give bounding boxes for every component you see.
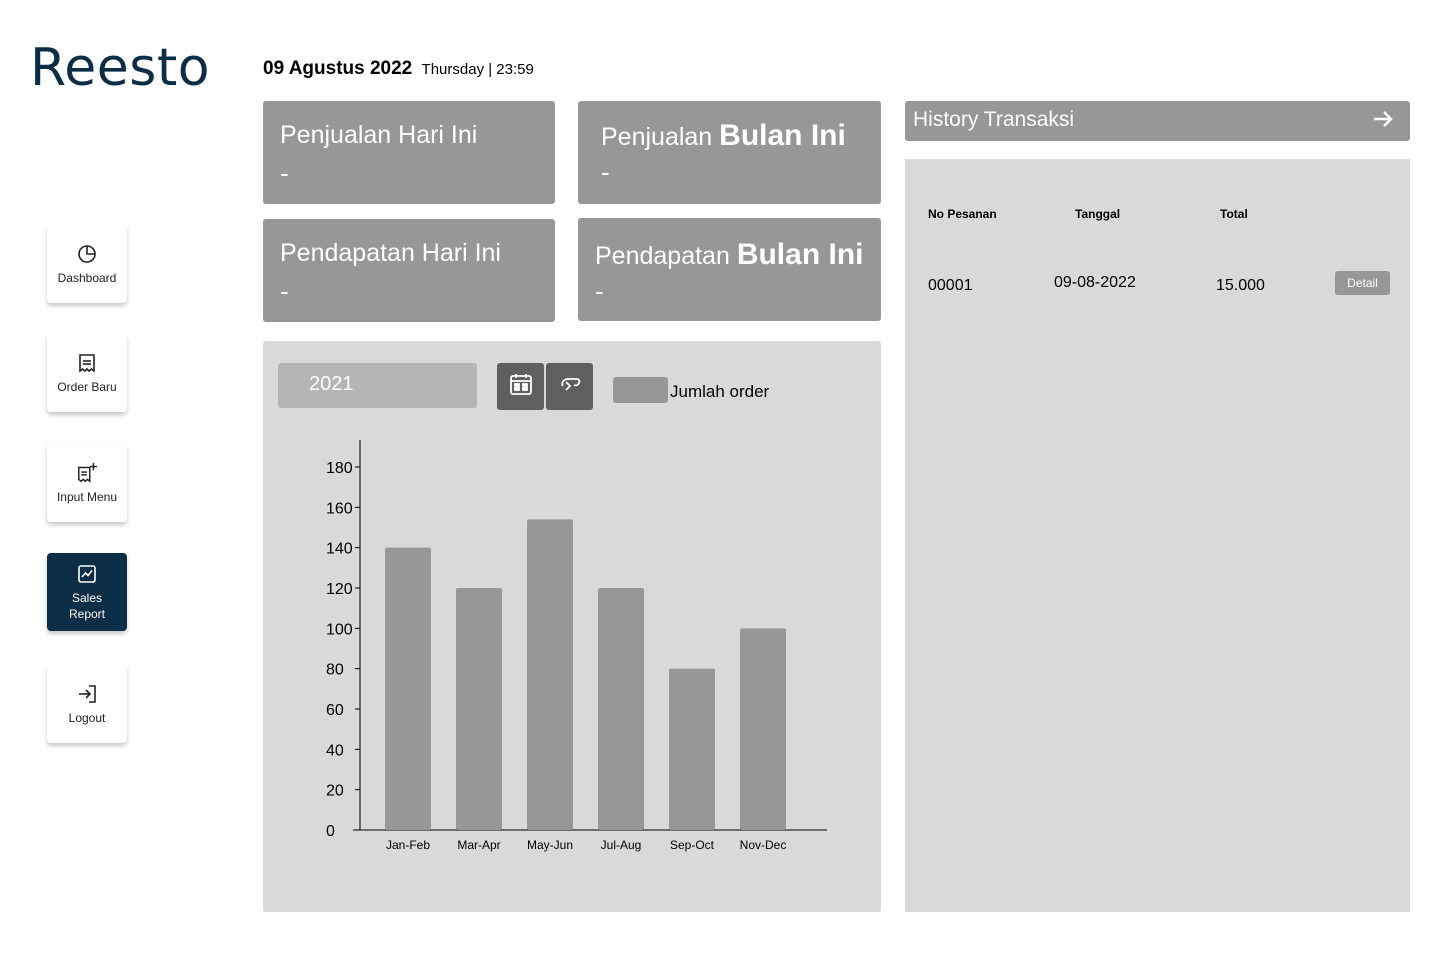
stat-card-title-bold: Bulan Ini xyxy=(719,119,846,152)
receipt-add-icon xyxy=(76,462,98,484)
bar-may-jun xyxy=(527,519,573,830)
stat-card-title: Pendapatan Bulan Ini xyxy=(595,238,881,272)
column-header-total: Total xyxy=(1220,207,1248,221)
y-tick-label: 20 xyxy=(326,783,344,800)
sidebar-item-dashboard[interactable]: Dashboard xyxy=(47,225,127,303)
stat-card-title-pre: Penjualan xyxy=(601,123,713,151)
pie-chart-icon xyxy=(76,243,98,265)
history-title: History Transaksi xyxy=(913,108,1075,131)
y-tick-label: 160 xyxy=(326,500,353,517)
y-tick-label: 100 xyxy=(326,621,353,638)
bar-sep-oct xyxy=(669,668,715,830)
sales-report-panel: 2021 Jumlah order 0 20 40 60 80 100 120 140 160 1… xyxy=(263,341,881,912)
sidebar-item-input-menu[interactable]: Input Menu xyxy=(47,444,127,522)
line-chart-icon xyxy=(76,563,98,585)
stat-card-value: - xyxy=(595,276,604,306)
sidebar-item-label: Input Menu xyxy=(56,489,118,504)
current-day-time: Thursday | 23:59 xyxy=(421,61,534,78)
legend-swatch xyxy=(613,377,668,403)
history-panel: No Pesanan Tanggal Total 00001 09-08-202… xyxy=(905,159,1410,912)
x-tick-label: Jul-Aug xyxy=(601,838,642,852)
sidebar-item-label: Sales Report xyxy=(68,590,106,621)
bar-chart: 0 20 40 60 80 100 120 140 160 180 Jan-Feb Mar-Apr Ma… xyxy=(326,440,827,852)
x-tick-label: Sep-Oct xyxy=(670,838,715,852)
y-tick-label: 140 xyxy=(326,541,353,558)
x-tick-label: Mar-Apr xyxy=(457,838,500,852)
app-logo: Reesto xyxy=(30,38,211,98)
stat-card-sales-month: Penjualan Bulan Ini - xyxy=(578,101,881,204)
column-header-tanggal: Tanggal xyxy=(1075,207,1121,221)
stat-card-title: Penjualan Bulan Ini xyxy=(601,119,881,153)
bar-mar-apr xyxy=(456,588,502,830)
receipt-icon xyxy=(76,352,98,374)
stat-card-value: - xyxy=(280,158,289,188)
bar-jan-feb xyxy=(385,547,431,830)
sidebar-item-logout[interactable]: Logout xyxy=(47,665,127,743)
arrow-right-icon[interactable] xyxy=(1372,108,1394,136)
sidebar-item-sales-report[interactable]: Sales Report xyxy=(47,553,127,631)
stat-card-sales-today: Penjualan Hari Ini - xyxy=(263,101,555,204)
stat-card-income-month: Pendapatan Bulan Ini - xyxy=(578,218,881,321)
detail-button[interactable]: Detail xyxy=(1335,271,1390,295)
y-tick-label: 120 xyxy=(326,581,353,598)
y-tick-label: 0 xyxy=(326,823,335,840)
year-input[interactable]: 2021 xyxy=(278,363,477,408)
sidebar-item-label: Logout xyxy=(68,710,106,725)
current-datetime: 09 Agustus 2022 Thursday | 23:59 xyxy=(263,58,534,80)
stat-card-title-pre: Pendapatan xyxy=(595,242,730,270)
bar-jul-aug xyxy=(598,588,644,830)
bar-nov-dec xyxy=(740,628,786,830)
logout-icon xyxy=(76,683,98,705)
sidebar-item-label: Order Baru xyxy=(57,379,117,394)
x-tick-label: May-Jun xyxy=(527,838,573,852)
column-header-no-pesanan: No Pesanan xyxy=(928,207,997,221)
x-tick-label: Jan-Feb xyxy=(386,838,430,852)
y-tick-label: 180 xyxy=(326,460,353,477)
cell-no-pesanan: 00001 xyxy=(928,277,973,294)
y-tick-label: 40 xyxy=(326,742,344,759)
legend-label: Jumlah order xyxy=(670,382,770,401)
sidebar-item-order-baru[interactable]: Order Baru xyxy=(47,334,127,412)
calendar-button[interactable] xyxy=(497,363,544,410)
stat-card-value: - xyxy=(601,157,610,187)
refresh-icon xyxy=(558,372,582,401)
x-tick-label: Nov-Dec xyxy=(740,838,787,852)
stat-card-title: Pendapatan Hari Ini xyxy=(280,239,501,267)
stat-card-title: Penjualan Hari Ini xyxy=(280,121,478,149)
current-date: 09 Agustus 2022 xyxy=(263,58,413,79)
stat-card-income-today: Pendapatan Hari Ini - xyxy=(263,219,555,322)
cell-total: 15.000 xyxy=(1216,277,1265,294)
sidebar-item-label: Dashboard xyxy=(57,270,117,285)
history-header: History Transaksi xyxy=(905,101,1410,141)
stat-card-title-bold: Bulan Ini xyxy=(736,238,864,271)
y-tick-label: 80 xyxy=(326,662,344,679)
stat-card-value: - xyxy=(280,276,289,306)
calendar-icon xyxy=(509,372,533,401)
cell-tanggal: 09-08-2022 xyxy=(1054,274,1136,291)
y-tick-label: 60 xyxy=(326,702,344,719)
refresh-button[interactable] xyxy=(546,363,593,410)
